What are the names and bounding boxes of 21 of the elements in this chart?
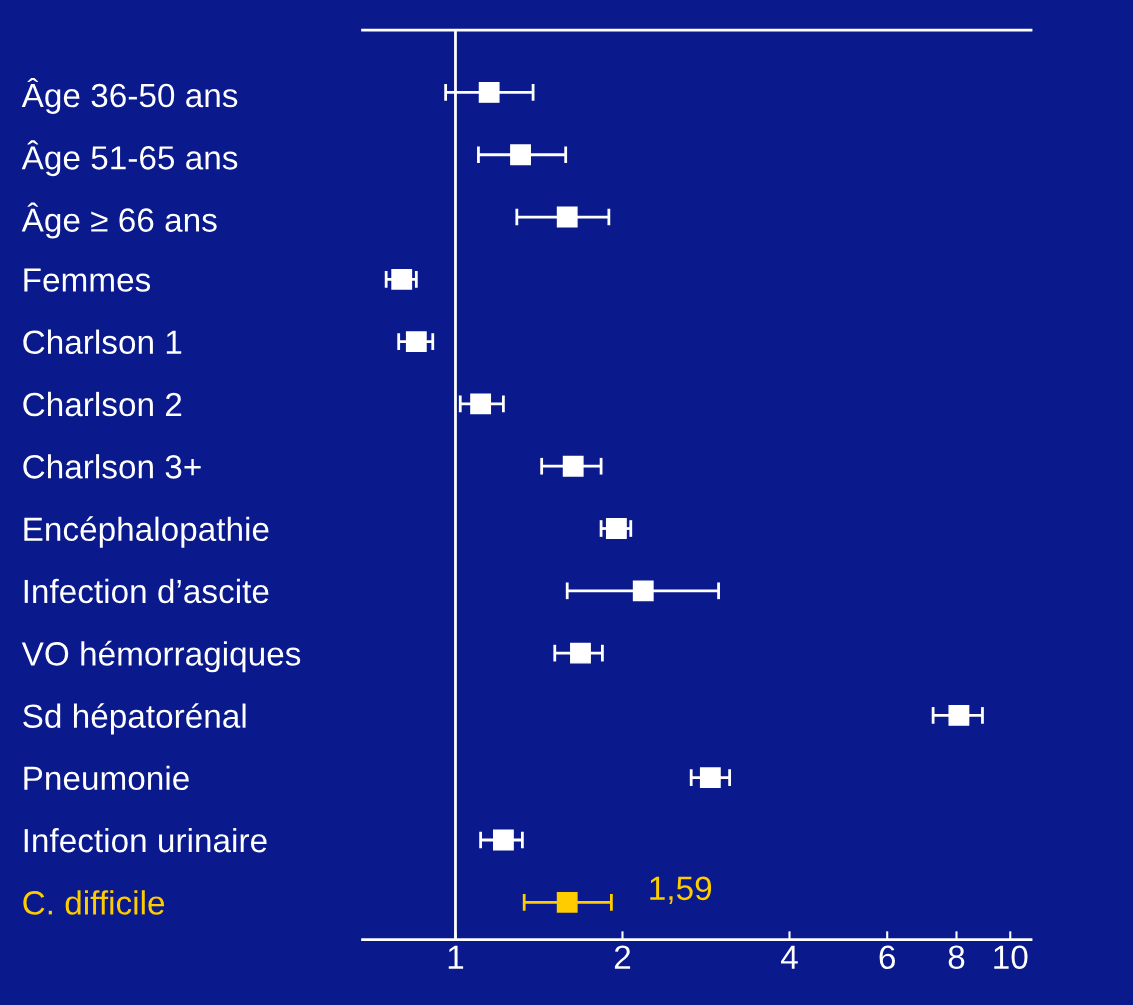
y-tick-label: Sd hépatorénal (23, 703, 246, 735)
x-tick-label: 4 (780, 945, 798, 969)
y-tick-label: Infection urinaire (24, 827, 267, 853)
y-tick-label: VO hémorragiques (21, 640, 301, 673)
x-tick-label: 6 (879, 945, 895, 970)
y-tick-label: Encéphalopathie (24, 516, 269, 548)
y-tick-label: Infection d’ascite (24, 578, 269, 604)
y-tick-label: Âge ≥ 66 ans (21, 202, 217, 239)
x-tick-label: 10 (994, 945, 1028, 970)
y-tick-label: Charlson 3+ (23, 454, 201, 479)
y-tick-label: Charlson 2 (23, 391, 182, 417)
y-tick-label: Charlson 1 (23, 329, 182, 355)
x-tick-label: 8 (948, 945, 965, 970)
y-tick-label: Âge 51-65 ans (21, 140, 238, 177)
y-tick-label: Âge 36-50 ans (21, 77, 238, 114)
x-tick-label: 1 (448, 945, 464, 969)
data-label: 1,59 (650, 876, 712, 905)
y-tick-label: Femmes (24, 268, 151, 292)
y-tick-label: Pneumonie (24, 765, 189, 791)
x-tick-label: 2 (614, 945, 631, 969)
y-tick-label: C. difficile (23, 890, 165, 915)
